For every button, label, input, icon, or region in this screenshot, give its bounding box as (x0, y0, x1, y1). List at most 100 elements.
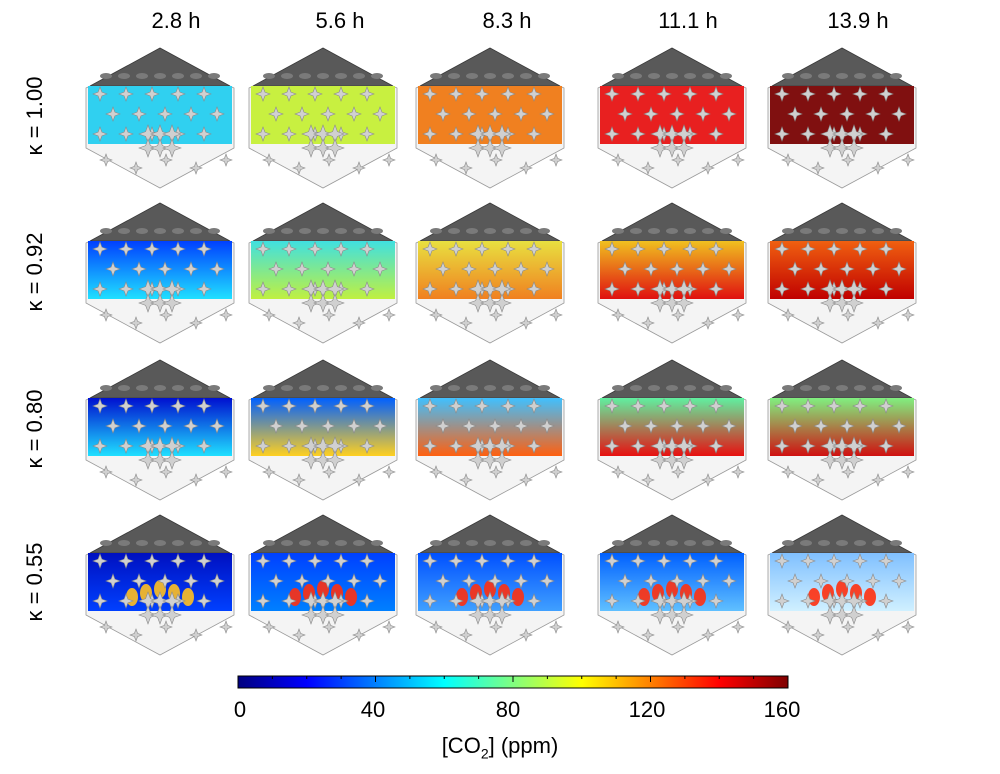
pore-junction (313, 293, 333, 313)
pore-junction (468, 450, 488, 470)
pore-junction (650, 591, 670, 611)
pore-junction (150, 138, 170, 158)
panel-r2-c2 (248, 202, 398, 344)
pore-junction (461, 573, 477, 589)
pore-junction (500, 553, 516, 569)
pore-junction (92, 126, 108, 142)
pore-junction (617, 106, 633, 122)
pore-junction (352, 473, 366, 487)
pore-junction (641, 161, 655, 175)
pore-junction (630, 438, 646, 454)
panel-r3-c3 (415, 359, 565, 501)
pore-junction (281, 86, 297, 102)
panel-r3-c1 (85, 359, 235, 501)
pore-junction (301, 605, 321, 625)
pore-junction (721, 418, 737, 434)
top-face (771, 202, 913, 242)
pore-junction (611, 465, 625, 479)
pore-junction (800, 126, 816, 142)
pore-junction (346, 106, 362, 122)
pore-junction (852, 398, 868, 414)
pore-junction (852, 241, 868, 257)
pore-junction (839, 418, 855, 434)
pore-junction (832, 450, 852, 470)
pore-junction (325, 138, 345, 158)
pore-junction (650, 450, 670, 470)
pore-junction (131, 418, 147, 434)
pore-junction (219, 153, 233, 167)
pore-junction (313, 591, 333, 611)
pore-junction (131, 106, 147, 122)
pore-junction (170, 553, 186, 569)
pore-junction (487, 418, 503, 434)
pore-junction (871, 473, 885, 487)
pore-junction (138, 279, 158, 299)
pore-junction (301, 591, 321, 611)
pore-junction (219, 620, 233, 634)
pore-junction (162, 591, 182, 611)
pore-junction (468, 138, 488, 158)
pore-junction (346, 573, 362, 589)
pore-junction (549, 308, 563, 322)
pore-junction (787, 261, 803, 277)
pore-junction (183, 418, 199, 434)
pore-junction (138, 436, 158, 456)
pore-junction (118, 593, 134, 609)
pore-junction (492, 436, 512, 456)
pore-junction (695, 573, 711, 589)
pore-junction (656, 553, 672, 569)
pore-junction (255, 438, 271, 454)
pore-junction (255, 86, 271, 102)
pore-junction (359, 553, 375, 569)
pore-junction (539, 573, 555, 589)
pore-junction (150, 436, 170, 456)
panel-r4-c3 (415, 514, 565, 656)
pore-junction (891, 261, 907, 277)
pore-junction (774, 553, 790, 569)
pore-junction (480, 138, 500, 158)
pore-junction (604, 398, 620, 414)
pore-junction (292, 316, 306, 330)
pore-junction (382, 620, 396, 634)
pore-junction (708, 553, 724, 569)
pore-junction (781, 308, 795, 322)
pore-junction (841, 153, 855, 167)
pore-junction (196, 553, 212, 569)
pore-junction (422, 398, 438, 414)
pore-junction (448, 593, 464, 609)
pore-junction (118, 281, 134, 297)
pore-junction (461, 106, 477, 122)
pore-junction (820, 279, 840, 299)
pore-junction (662, 450, 682, 470)
pore-junction (839, 261, 855, 277)
pore-junction (701, 161, 715, 175)
pore-junction (157, 261, 173, 277)
top-face (419, 202, 561, 242)
pore-junction (878, 86, 894, 102)
pore-junction (468, 293, 488, 313)
pore-junction (138, 591, 158, 611)
pore-junction (359, 438, 375, 454)
pore-junction (682, 553, 698, 569)
pore-junction (150, 450, 170, 470)
pore-junction (281, 241, 297, 257)
pore-junction (157, 106, 173, 122)
pore-junction (429, 620, 443, 634)
pore-junction (313, 436, 333, 456)
pore-junction (118, 126, 134, 142)
pore-junction (468, 279, 488, 299)
pore-junction (811, 316, 825, 330)
pore-junction (774, 241, 790, 257)
pore-junction (333, 241, 349, 257)
pore-junction (480, 436, 500, 456)
pore-junction (346, 418, 362, 434)
pore-junction (813, 418, 829, 434)
pore-junction (422, 241, 438, 257)
pore-junction (157, 573, 173, 589)
pore-junction (549, 153, 563, 167)
pore-junction (800, 438, 816, 454)
pore-junction (159, 153, 173, 167)
pore-junction (674, 138, 694, 158)
top-face (601, 359, 743, 399)
pore-junction (209, 418, 225, 434)
